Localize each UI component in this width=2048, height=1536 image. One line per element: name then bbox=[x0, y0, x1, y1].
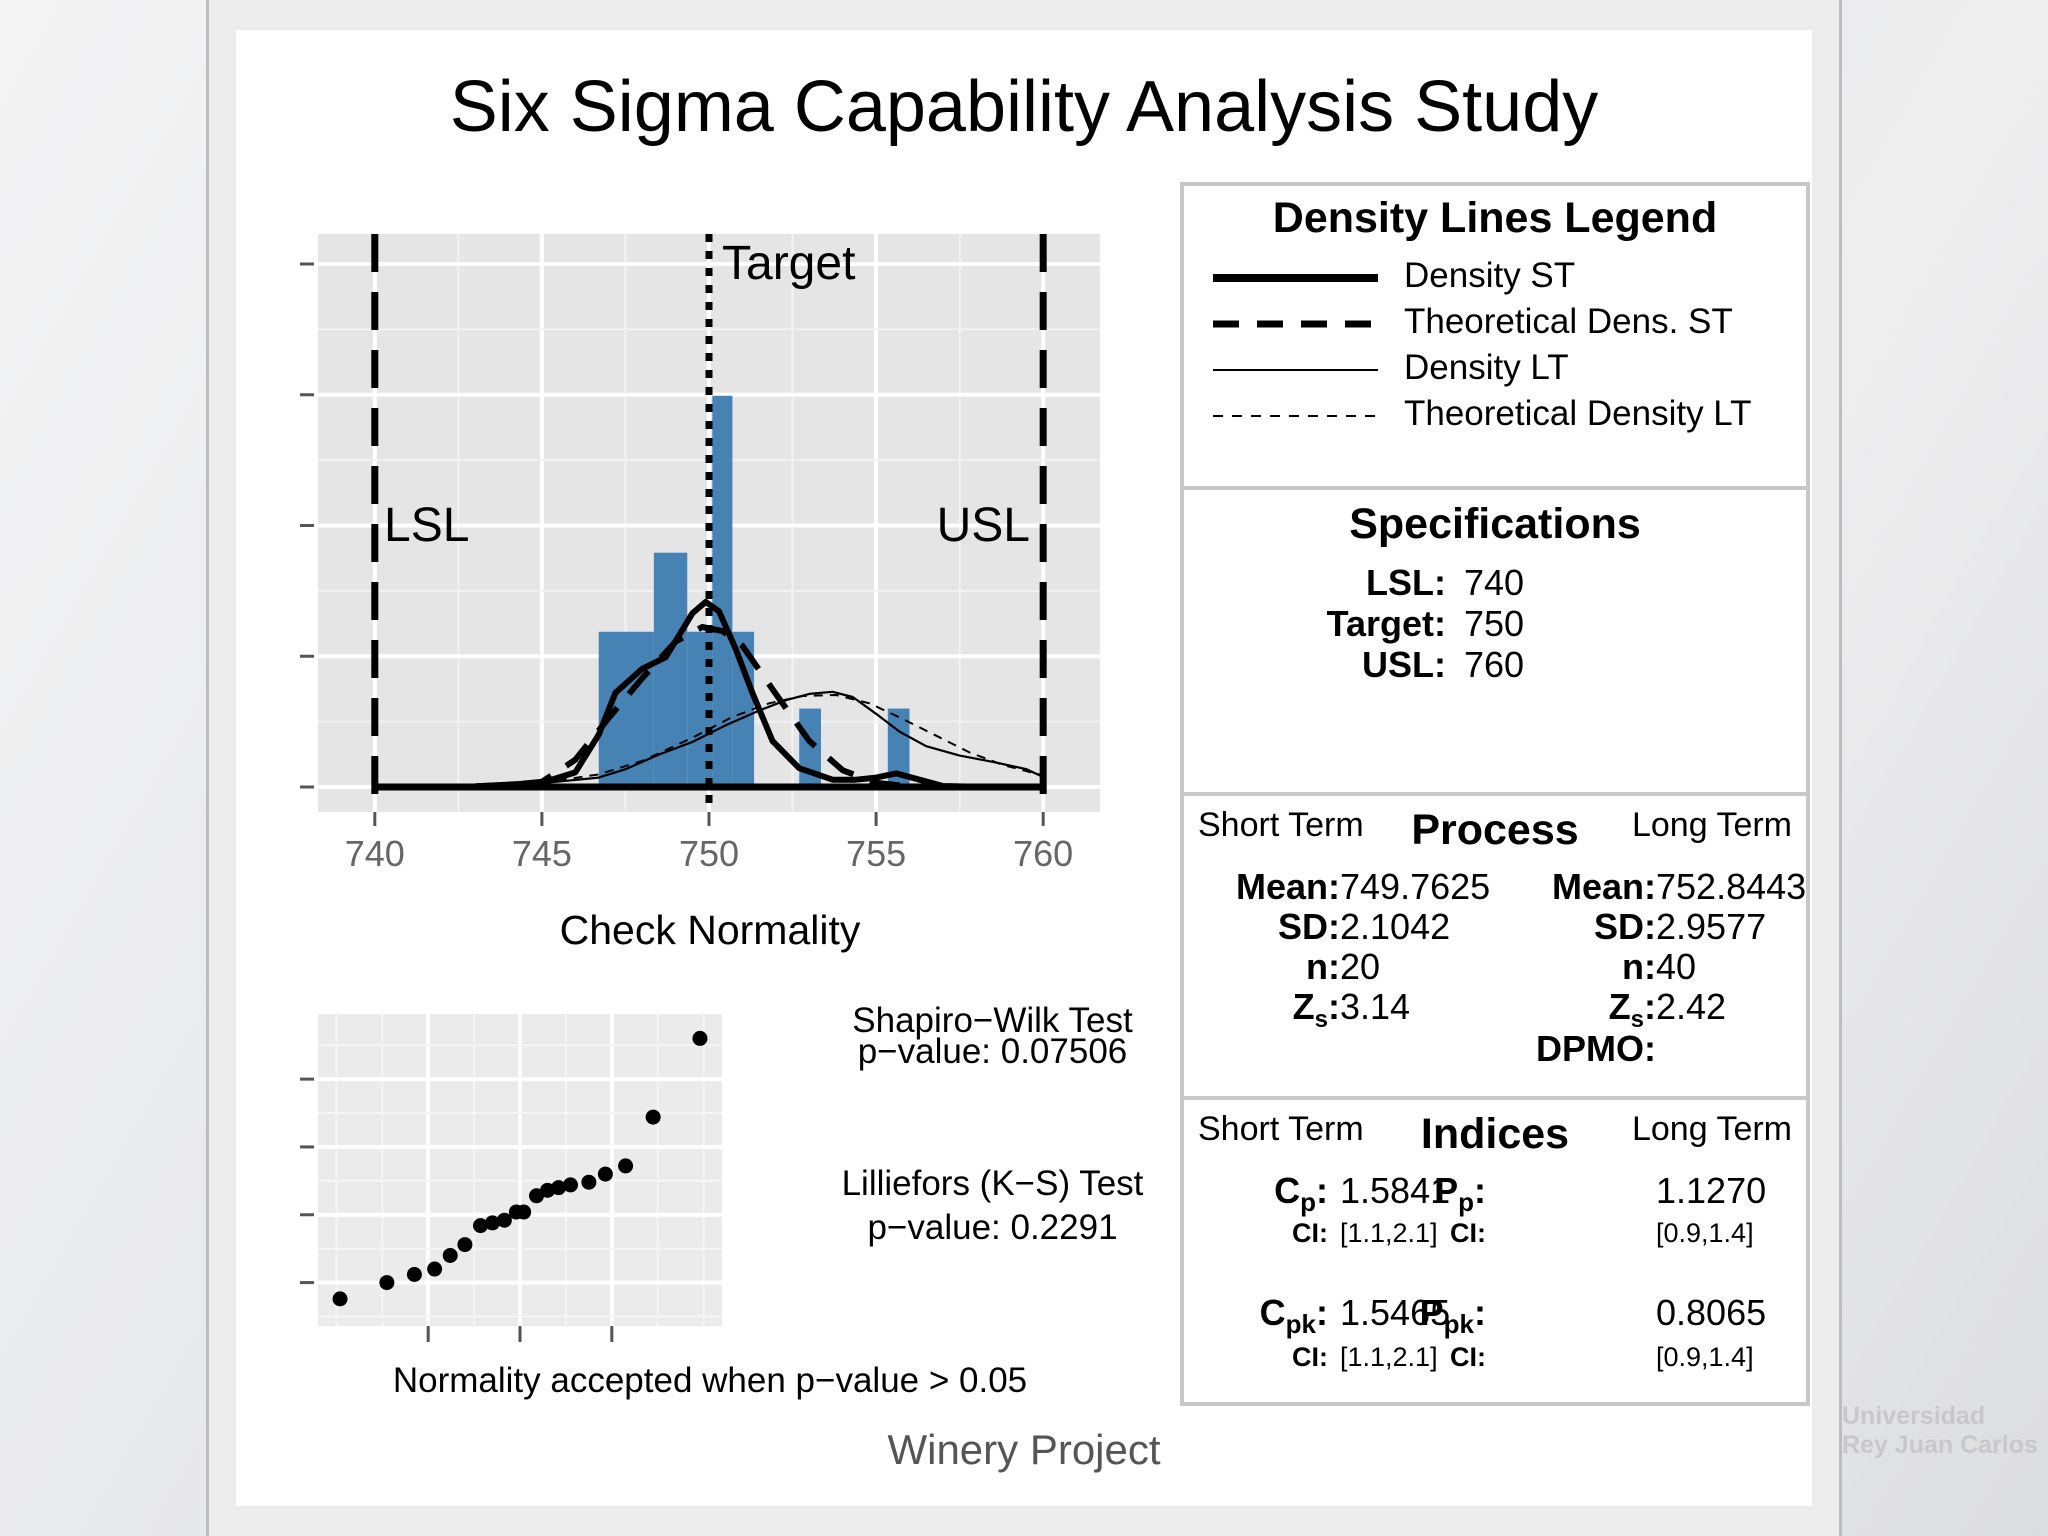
hist-x-tick-label: 760 bbox=[1013, 833, 1073, 874]
cpk-label: Cpk: bbox=[1259, 1292, 1328, 1340]
hist-x-tick-label: 750 bbox=[679, 833, 739, 874]
pp-label: Pp: bbox=[1434, 1170, 1486, 1218]
process-title: Process bbox=[1411, 806, 1579, 854]
lt-n-label: n: bbox=[1622, 946, 1656, 987]
spec-usl: USL: bbox=[1362, 644, 1446, 685]
st-mean-value: 749.7625 bbox=[1340, 866, 1491, 907]
legend-theoretical-st: Theoretical Dens. ST bbox=[1404, 302, 1733, 341]
lilliefors-pvalue: p−value: 0.2291 bbox=[867, 1208, 1118, 1247]
density-st-curve bbox=[374, 598, 1044, 790]
indices-long-term-header: Long Term bbox=[1631, 1110, 1792, 1148]
watermark-line-1: Universidad bbox=[1842, 1402, 1986, 1430]
histogram-bar bbox=[653, 552, 688, 787]
process-long-term-header: Long Term bbox=[1631, 806, 1792, 844]
cpk-value: 1.5465 bbox=[1340, 1292, 1451, 1333]
target-label: Target bbox=[722, 237, 855, 290]
theoretical-density-st-curve bbox=[474, 624, 910, 790]
lilliefors-title: Lilliefors (K−S) Test bbox=[841, 1164, 1144, 1203]
lt-zs-value: 2.42 bbox=[1656, 986, 1727, 1027]
cp-value: 1.5841 bbox=[1340, 1170, 1451, 1211]
cp-ci-label: CI: bbox=[1292, 1218, 1328, 1248]
lt-mean-value: 752.8443 bbox=[1656, 866, 1807, 907]
shapiro-wilk-title: Shapiro−Wilk Test bbox=[852, 1001, 1133, 1040]
cp-ci-value: [1.1,2.1] bbox=[1340, 1218, 1438, 1248]
spec-target-value: 750 bbox=[1464, 603, 1525, 644]
legend-density-lt: Density LT bbox=[1404, 348, 1569, 387]
st-n-value: 20 bbox=[1340, 946, 1381, 987]
cpk-ci-label: CI: bbox=[1292, 1342, 1328, 1372]
footer-project-name: Winery Project bbox=[887, 1426, 1161, 1473]
process-panel: Short Term Process Long Term Mean: 749.7… bbox=[1180, 792, 1810, 1100]
pp-value: 1.1270 bbox=[1656, 1170, 1767, 1211]
lt-zs-label: Zs: bbox=[1608, 986, 1656, 1034]
lt-n-value: 40 bbox=[1656, 946, 1697, 987]
process-short-term-header: Short Term bbox=[1198, 806, 1364, 844]
st-sd-value: 2.1042 bbox=[1340, 906, 1451, 947]
hist-x-tick-label: 755 bbox=[846, 833, 906, 874]
st-zs-label: Zs: bbox=[1292, 986, 1340, 1034]
pp-ci-label: CI: bbox=[1450, 1218, 1486, 1248]
ppk-ci-label: CI: bbox=[1450, 1342, 1486, 1372]
university-watermark: Universidad Rey Juan Carlos bbox=[1842, 1402, 2038, 1460]
indices-panel: Short Term Indices Long Term Cp: 1.5841 … bbox=[1180, 1096, 1810, 1406]
histogram-bar bbox=[712, 395, 733, 787]
spec-target: Target: bbox=[1326, 603, 1446, 644]
st-sd-label: SD: bbox=[1278, 906, 1340, 947]
pp-ci-value: [0.9,1.4] bbox=[1656, 1218, 1754, 1248]
watermark-line-2: Rey Juan Carlos bbox=[1842, 1431, 2038, 1459]
shapiro-wilk-pvalue: p−value: 0.07506 bbox=[857, 1032, 1128, 1071]
legend-title: Density Lines Legend bbox=[1272, 194, 1718, 242]
st-mean-label: Mean: bbox=[1235, 866, 1340, 907]
spec-lsl-value: 740 bbox=[1464, 562, 1525, 603]
dpmo-label: DPMO: bbox=[1536, 1028, 1656, 1069]
hist-x-tick-label: 740 bbox=[345, 833, 405, 874]
st-n-label: n: bbox=[1306, 946, 1340, 987]
usl-label: USL bbox=[937, 499, 1030, 552]
legend-density-st: Density ST bbox=[1404, 256, 1576, 295]
cp-label: Cp: bbox=[1274, 1170, 1328, 1218]
spec-usl-value: 760 bbox=[1464, 644, 1525, 685]
lt-sd-value: 2.9577 bbox=[1656, 906, 1767, 947]
density-legend-panel: Density Lines Legend Density ST Theoreti… bbox=[1180, 182, 1810, 490]
page-title: Six Sigma Capability Analysis Study bbox=[449, 67, 1599, 147]
cpk-ci-value: [1.1,2.1] bbox=[1340, 1342, 1438, 1372]
lt-sd-label: SD: bbox=[1594, 906, 1656, 947]
spec-lsl: LSL: bbox=[1366, 562, 1446, 603]
legend-theoretical-lt: Theoretical Density LT bbox=[1404, 394, 1752, 433]
normality-note: Normality accepted when p−value > 0.05 bbox=[392, 1361, 1028, 1400]
indices-title: Indices bbox=[1420, 1110, 1570, 1158]
normality-title: Check Normality bbox=[559, 907, 861, 953]
lt-mean-label: Mean: bbox=[1551, 866, 1656, 907]
density-lt-curve bbox=[408, 690, 1044, 789]
st-zs-value: 3.14 bbox=[1340, 986, 1411, 1027]
histogram-bar bbox=[732, 631, 755, 787]
ppk-ci-value: [0.9,1.4] bbox=[1656, 1342, 1754, 1372]
ppk-value: 0.8065 bbox=[1656, 1292, 1767, 1333]
specifications-panel: Specifications LSL: 740 Target: 750 USL:… bbox=[1180, 486, 1810, 796]
hist-x-tick-label: 745 bbox=[512, 833, 572, 874]
specifications-title: Specifications bbox=[1349, 500, 1641, 548]
indices-short-term-header: Short Term bbox=[1198, 1110, 1364, 1148]
lsl-label: LSL bbox=[384, 499, 469, 552]
ppk-label: Ppk: bbox=[1419, 1292, 1486, 1340]
